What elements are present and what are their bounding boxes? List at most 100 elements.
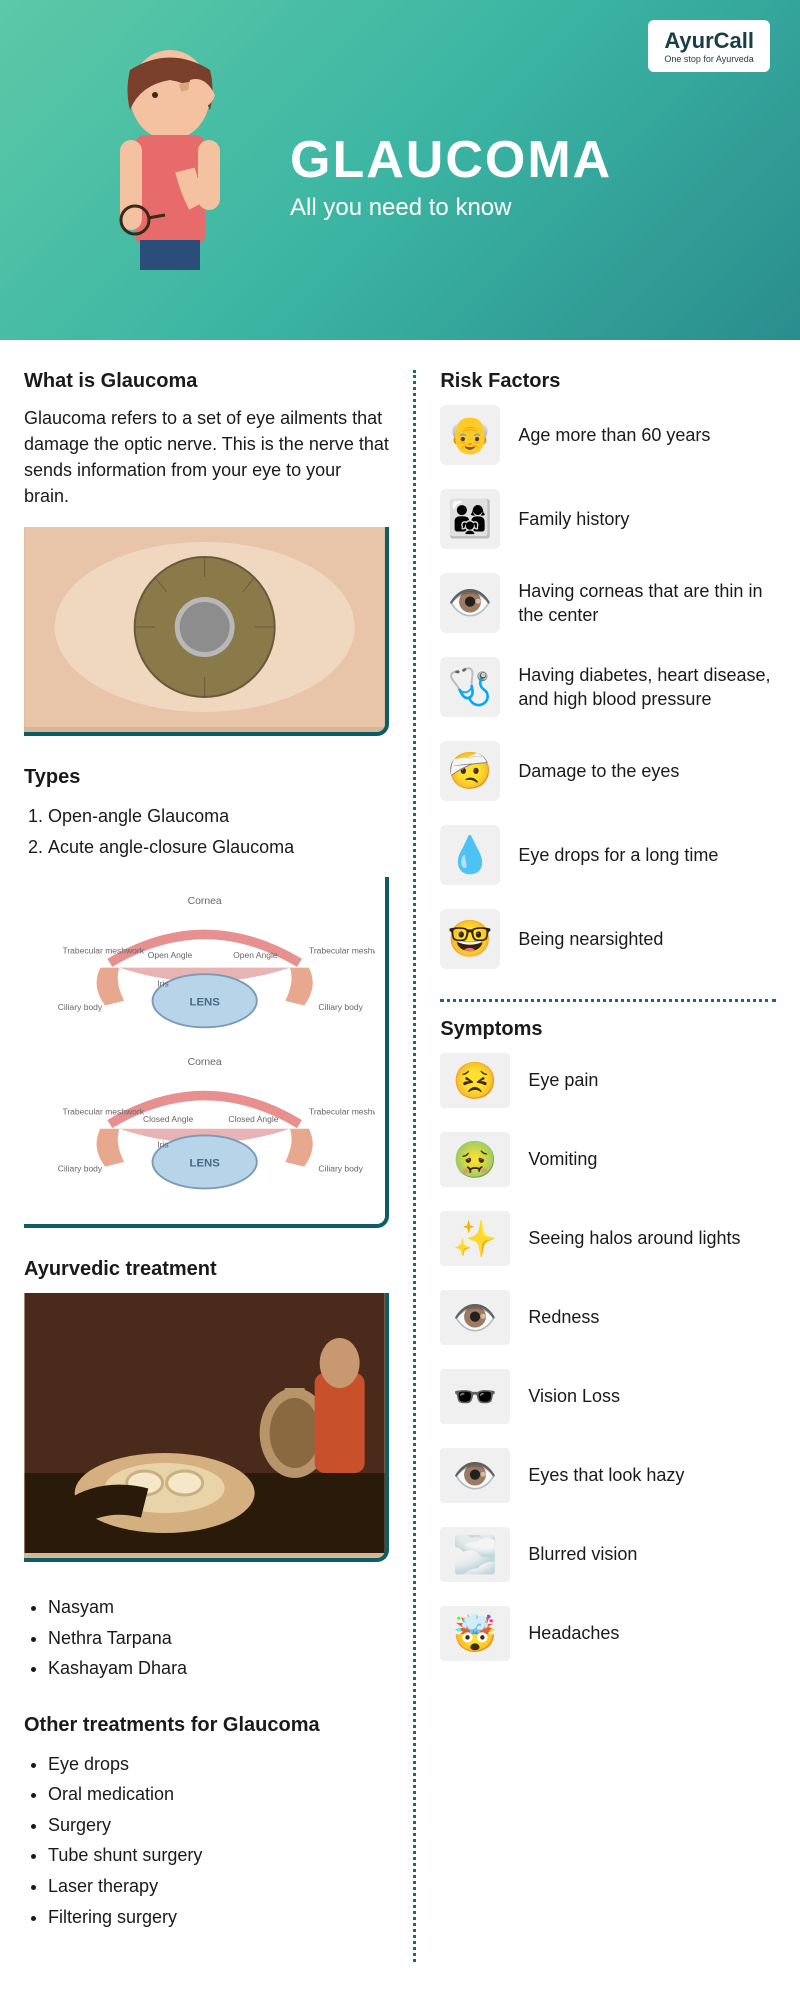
symptom-icon: 👁️ (440, 1448, 510, 1503)
risk-label: Family history (518, 507, 629, 531)
svg-text:LENS: LENS (190, 996, 221, 1008)
types-section: Types Open-angle Glaucoma Acute angle-cl… (24, 766, 389, 1228)
svg-text:Closed Angle: Closed Angle (143, 1114, 193, 1124)
types-item: Open-angle Glaucoma (48, 801, 389, 832)
types-item: Acute angle-closure Glaucoma (48, 832, 389, 863)
symptom-label: Vomiting (528, 1147, 597, 1171)
symptom-icon: 🕶️ (440, 1369, 510, 1424)
eye-diagram: Cornea LENS Trabecular meshwork Trabecul… (24, 877, 389, 1228)
other-treatments-heading: Other treatments for Glaucoma (24, 1714, 389, 1737)
symptom-label: Redness (528, 1305, 599, 1329)
ayurvedic-item: Nethra Tarpana (48, 1623, 389, 1654)
svg-text:Ciliary body: Ciliary body (58, 1163, 103, 1173)
svg-text:Open Angle: Open Angle (148, 950, 193, 960)
risk-label: Being nearsighted (518, 927, 663, 951)
vertical-divider (413, 370, 416, 1962)
symptom-icon: 👁️ (440, 1290, 510, 1345)
symptom-item: ✨ Seeing halos around lights (440, 1211, 776, 1266)
risk-label: Having corneas that are thin in the cent… (518, 579, 776, 628)
definition-section: What is Glaucoma Glaucoma refers to a se… (24, 370, 389, 736)
ayurvedic-item: Nasyam (48, 1592, 389, 1623)
ayurvedic-photo (24, 1293, 389, 1562)
risk-icon: 🤕 (440, 741, 500, 801)
symptoms-list: 😣 Eye pain 🤢 Vomiting ✨ Seeing halos aroun… (440, 1053, 776, 1661)
symptom-label: Vision Loss (528, 1384, 620, 1408)
svg-text:Iris: Iris (157, 978, 168, 988)
title-block: GLAUCOMA All you need to know (290, 130, 612, 222)
risk-factors-heading: Risk Factors (440, 370, 776, 393)
svg-text:Ciliary body: Ciliary body (318, 1002, 363, 1012)
person-illustration (80, 40, 260, 340)
risk-item: 💧 Eye drops for a long time (440, 825, 776, 885)
header: AyurCall One stop for Ayurveda GLAUCOMA … (0, 0, 800, 340)
svg-text:LENS: LENS (190, 1157, 221, 1169)
svg-text:Cornea: Cornea (188, 896, 222, 907)
risk-label: Having diabetes, heart disease, and high… (518, 663, 776, 712)
definition-heading: What is Glaucoma (24, 370, 389, 393)
symptom-label: Seeing halos around lights (528, 1226, 740, 1250)
definition-text: Glaucoma refers to a set of eye ailments… (24, 405, 389, 509)
symptom-item: 👁️ Eyes that look hazy (440, 1448, 776, 1503)
svg-text:Trabecular meshwork: Trabecular meshwork (309, 945, 375, 955)
left-column: What is Glaucoma Glaucoma refers to a se… (24, 370, 409, 1962)
symptom-item: 🌫️ Blurred vision (440, 1527, 776, 1582)
ayurvedic-list: Nasyam Nethra Tarpana Kashayam Dhara (24, 1592, 389, 1684)
svg-text:Open Angle: Open Angle (233, 950, 278, 960)
other-treatments-list: Eye drops Oral medication Surgery Tube s… (24, 1749, 389, 1933)
symptom-icon: 😣 (440, 1053, 510, 1108)
ayurvedic-section: Ayurvedic treatment N (24, 1258, 389, 1684)
risk-label: Damage to the eyes (518, 759, 679, 783)
symptom-item: 🤢 Vomiting (440, 1132, 776, 1187)
symptoms-section: Symptoms 😣 Eye pain🤢 Vomiting✨ Seeing ha… (440, 1018, 776, 1661)
eye-photo (24, 527, 389, 736)
svg-text:Ciliary body: Ciliary body (58, 1002, 103, 1012)
risk-icon: 👁️ (440, 573, 500, 633)
risk-factors-list: 👴 Age more than 60 years 👨‍👩‍👧 Family his… (440, 405, 776, 969)
svg-text:Iris: Iris (157, 1139, 168, 1149)
svg-text:Trabecular meshwork: Trabecular meshwork (309, 1106, 375, 1116)
risk-item: 🩺 Having diabetes, heart disease, and hi… (440, 657, 776, 717)
symptom-item: 🤯 Headaches (440, 1606, 776, 1661)
other-treatments-section: Other treatments for Glaucoma Eye drops … (24, 1714, 389, 1933)
horizontal-divider (440, 999, 776, 1002)
symptom-label: Headaches (528, 1621, 619, 1645)
svg-text:Cornea: Cornea (188, 1057, 222, 1068)
risk-item: 👁️ Having corneas that are thin in the c… (440, 573, 776, 633)
content: What is Glaucoma Glaucoma refers to a se… (0, 340, 800, 1992)
svg-text:Trabecular meshwork: Trabecular meshwork (62, 1106, 144, 1116)
risk-item: 🤕 Damage to the eyes (440, 741, 776, 801)
symptom-icon: 🤢 (440, 1132, 510, 1187)
page-title: GLAUCOMA (290, 130, 612, 190)
symptom-label: Eyes that look hazy (528, 1463, 684, 1487)
risk-label: Age more than 60 years (518, 423, 710, 447)
risk-icon: 👨‍👩‍👧 (440, 489, 500, 549)
types-heading: Types (24, 766, 389, 789)
treatment-item: Oral medication (48, 1779, 389, 1810)
right-column: Risk Factors 👴 Age more than 60 years 👨‍👩… (420, 370, 776, 1962)
ayurvedic-heading: Ayurvedic treatment (24, 1258, 389, 1281)
page-subtitle: All you need to know (290, 194, 612, 222)
svg-text:Closed Angle: Closed Angle (228, 1114, 278, 1124)
svg-text:Trabecular meshwork: Trabecular meshwork (62, 945, 144, 955)
types-list: Open-angle Glaucoma Acute angle-closure … (24, 801, 389, 862)
symptom-label: Eye pain (528, 1068, 598, 1092)
symptom-icon: 🤯 (440, 1606, 510, 1661)
risk-factors-section: Risk Factors 👴 Age more than 60 years 👨‍👩… (440, 370, 776, 969)
risk-icon: 💧 (440, 825, 500, 885)
risk-item: 🤓 Being nearsighted (440, 909, 776, 969)
symptom-icon: ✨ (440, 1211, 510, 1266)
symptom-icon: 🌫️ (440, 1527, 510, 1582)
risk-item: 👴 Age more than 60 years (440, 405, 776, 465)
treatment-item: Laser therapy (48, 1871, 389, 1902)
logo-name: AyurCall (664, 28, 754, 53)
ayurvedic-item: Kashayam Dhara (48, 1653, 389, 1684)
logo-tagline: One stop for Ayurveda (664, 54, 754, 64)
treatment-item: Eye drops (48, 1749, 389, 1780)
symptom-label: Blurred vision (528, 1542, 637, 1566)
treatment-item: Surgery (48, 1810, 389, 1841)
risk-item: 👨‍👩‍👧 Family history (440, 489, 776, 549)
risk-label: Eye drops for a long time (518, 843, 718, 867)
symptom-item: 😣 Eye pain (440, 1053, 776, 1108)
risk-icon: 🤓 (440, 909, 500, 969)
svg-text:Ciliary body: Ciliary body (318, 1163, 363, 1173)
